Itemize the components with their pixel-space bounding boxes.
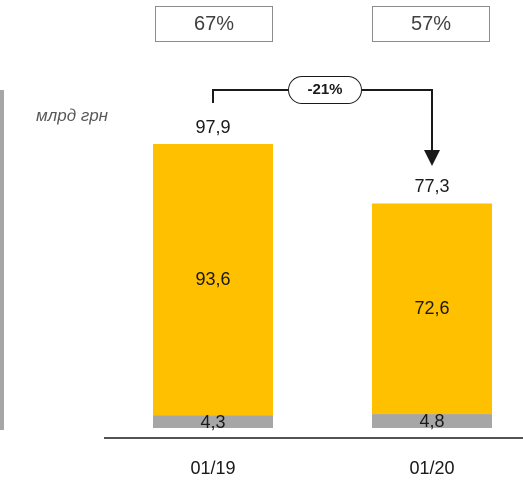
data-label-top-1: 72,6 [414, 297, 450, 318]
data-label-bottom-1: 4,8 [419, 411, 445, 432]
share-box-0119: 67% [155, 6, 273, 42]
share-box-0120: 57% [372, 6, 490, 42]
data-label-total-0: 97,9 [195, 117, 231, 137]
change-arrowhead [424, 150, 440, 166]
bar-segment-top-0 [153, 144, 273, 416]
x-tick-label-0: 01/19 [190, 458, 236, 478]
change-connector [212, 89, 433, 152]
data-label-bottom-0: 4,3 [200, 411, 226, 432]
change-badge: -21% [288, 76, 362, 104]
bar-segment-bottom-1 [372, 414, 492, 428]
bar-segment-bottom-0 [153, 415, 273, 428]
x-tick-label-1: 01/20 [409, 458, 455, 478]
bar-segment-top-1 [372, 203, 492, 415]
unit-label: млрд грн [36, 106, 109, 125]
data-label-top-0: 93,6 [195, 268, 231, 289]
side-rule [0, 90, 4, 430]
data-label-total-1: 77,3 [414, 176, 450, 197]
